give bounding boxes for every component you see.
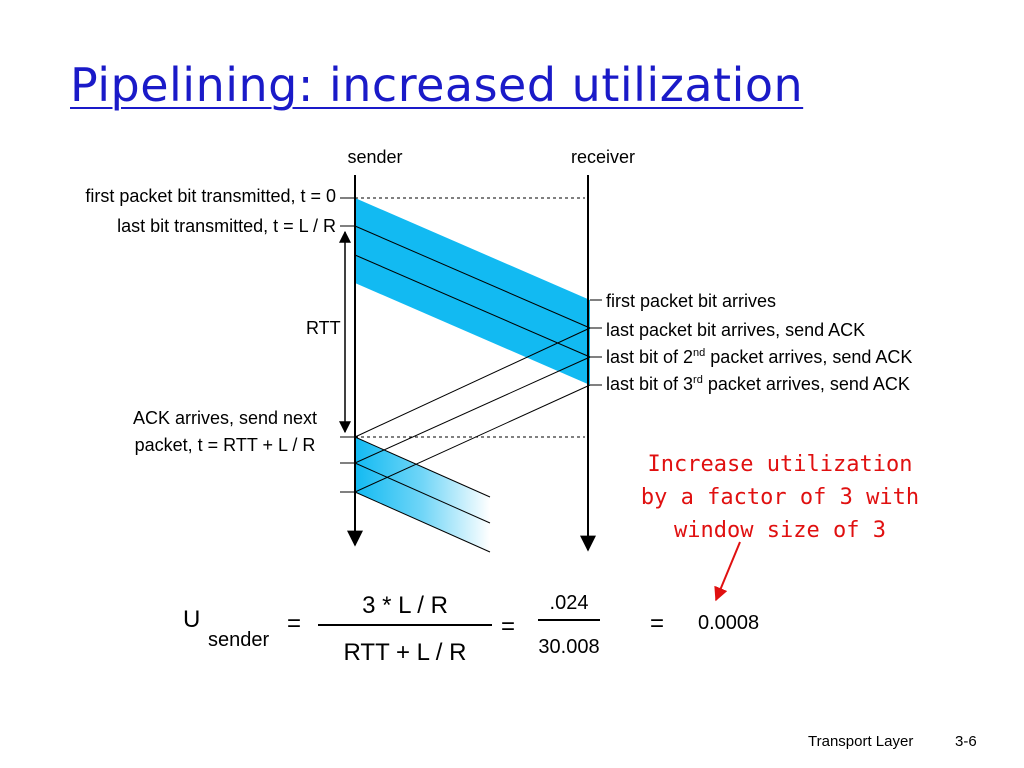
slide-title: Pipelining: increased utilization <box>70 58 804 112</box>
second-packet-text-end: packet arrives, send ACK <box>705 347 913 367</box>
third-packet-text-end: packet arrives, send ACK <box>702 374 910 394</box>
third-packet-superscript: rd <box>693 374 703 386</box>
packet-divider <box>354 491 491 553</box>
utilization-symbol: U <box>183 606 201 633</box>
ack-line <box>354 356 591 464</box>
packet-divider <box>354 225 591 329</box>
last-bit-label: last bit transmitted, t = L / R <box>117 216 336 236</box>
receiver-label: receiver <box>570 147 636 167</box>
third-packet-label: last bit of 3rd packet arrives, send ACK <box>606 374 910 395</box>
next-packets-band <box>355 437 490 552</box>
utilization-note: Increase utilization by a factor of 3 wi… <box>630 448 930 547</box>
note-line-2: by a factor of 3 with <box>640 485 920 510</box>
equals-sign-2: = <box>501 613 516 640</box>
utilization-subscript: sender <box>208 629 270 651</box>
packet-divider <box>354 436 491 498</box>
ack-line <box>354 384 591 493</box>
result-value: 0.0008 <box>698 612 760 634</box>
third-packet-text: last bit of 3 <box>606 374 694 394</box>
packet-band <box>355 198 590 385</box>
equals-sign-3: = <box>650 610 665 637</box>
ack-arrives-label-line2: packet, t = RTT + L / R <box>134 435 316 455</box>
first-bit-label: first packet bit transmitted, t = 0 <box>85 186 336 206</box>
note-line-1: Increase utilization <box>647 452 913 477</box>
denominator-2: 30.008 <box>538 636 600 658</box>
equals-sign-1: = <box>287 610 302 637</box>
note-pointer-arrow <box>714 541 741 602</box>
denominator-1: RTT + L / R <box>343 639 467 666</box>
second-packet-text: last bit of 2 <box>606 347 694 367</box>
second-packet-label: last bit of 2nd packet arrives, send ACK <box>606 347 912 368</box>
packet-divider <box>354 462 491 524</box>
packet-divider <box>354 254 591 358</box>
sender-label: sender <box>347 147 403 167</box>
numerator-2: .024 <box>549 592 589 614</box>
footer-section: Transport Layer <box>808 733 914 750</box>
numerator-1: 3 * L / R <box>362 592 448 619</box>
last-bit-arrives-label: last packet bit arrives, send ACK <box>606 320 866 340</box>
first-bit-arrives-label: first packet bit arrives <box>606 291 777 311</box>
ack-line <box>354 327 591 438</box>
second-packet-superscript: nd <box>693 347 706 359</box>
footer-page-number: 3-6 <box>955 733 977 750</box>
ack-arrives-label-line1: ACK arrives, send next <box>132 408 318 428</box>
note-line-3: window size of 3 <box>674 518 886 543</box>
rtt-label: RTT <box>306 318 341 338</box>
